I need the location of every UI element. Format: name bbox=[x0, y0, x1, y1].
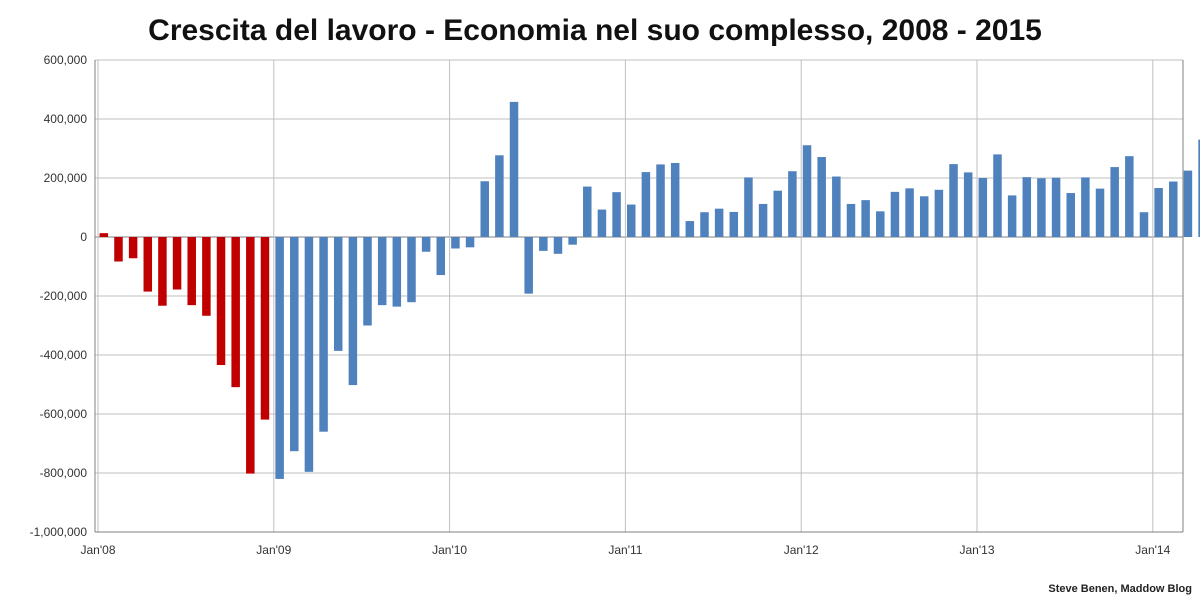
y-tick-label: -1,000,000 bbox=[30, 525, 88, 539]
bar bbox=[978, 178, 988, 237]
y-tick-label: -400,000 bbox=[40, 348, 88, 362]
bar bbox=[729, 211, 739, 237]
bar bbox=[216, 237, 226, 366]
bar bbox=[934, 189, 944, 237]
bar bbox=[817, 157, 826, 237]
bar bbox=[788, 171, 797, 237]
bar bbox=[524, 237, 533, 294]
bar bbox=[392, 237, 402, 307]
bar bbox=[773, 190, 782, 237]
y-axis-tick-labels: 600,000 400,000 200,000 0 -200,000 -400,000 -6… bbox=[30, 53, 88, 539]
bar bbox=[1022, 177, 1032, 237]
y-tick-label: -600,000 bbox=[40, 407, 88, 421]
bars bbox=[99, 101, 1200, 479]
bar bbox=[480, 181, 489, 237]
bar bbox=[1066, 193, 1075, 237]
bar bbox=[348, 237, 358, 386]
bar bbox=[597, 209, 607, 237]
bar bbox=[509, 101, 519, 237]
bar bbox=[846, 203, 856, 237]
bar bbox=[1110, 167, 1119, 237]
bar bbox=[993, 154, 1002, 237]
y-tick-label: 400,000 bbox=[44, 112, 88, 126]
bar bbox=[905, 188, 914, 237]
bar bbox=[290, 237, 299, 452]
bar bbox=[919, 196, 929, 237]
bar bbox=[963, 172, 973, 237]
credit-text: Steve Benen, Maddow Blog bbox=[1048, 583, 1192, 595]
bar bbox=[1051, 177, 1061, 237]
bar bbox=[612, 192, 621, 237]
x-tick-label: Jan'13 bbox=[960, 543, 995, 557]
bar bbox=[143, 237, 153, 292]
bar bbox=[304, 237, 314, 472]
bar bbox=[758, 203, 768, 237]
bar bbox=[744, 177, 753, 237]
bar bbox=[1081, 177, 1090, 237]
bar bbox=[656, 164, 665, 237]
axes bbox=[94, 60, 1184, 533]
y-tick-label: -800,000 bbox=[40, 466, 88, 480]
bar bbox=[187, 237, 196, 306]
bar bbox=[436, 237, 446, 276]
y-tick-label: -200,000 bbox=[40, 289, 88, 303]
bar bbox=[407, 237, 416, 303]
bar bbox=[172, 237, 182, 290]
bar bbox=[363, 237, 372, 326]
x-tick-label: Jan'10 bbox=[432, 543, 467, 557]
bar bbox=[553, 237, 563, 254]
bar bbox=[246, 237, 255, 474]
bar bbox=[1183, 170, 1193, 238]
bar bbox=[377, 237, 387, 306]
bar bbox=[802, 145, 812, 237]
bar bbox=[861, 200, 870, 238]
bar bbox=[128, 237, 138, 259]
bar bbox=[568, 237, 577, 245]
bar bbox=[1139, 212, 1149, 237]
bar bbox=[495, 155, 504, 237]
bar bbox=[539, 237, 548, 251]
bar bbox=[319, 237, 328, 432]
bar bbox=[99, 233, 109, 237]
bar bbox=[700, 212, 709, 237]
bar bbox=[890, 191, 900, 237]
bar bbox=[685, 221, 695, 237]
x-tick-label: Jan'08 bbox=[81, 543, 116, 557]
bar bbox=[583, 186, 592, 237]
bar bbox=[275, 237, 284, 479]
x-tick-label: Jan'09 bbox=[256, 543, 291, 557]
bar bbox=[451, 237, 460, 249]
bar bbox=[260, 237, 270, 420]
x-tick-label: Jan'12 bbox=[784, 543, 819, 557]
bar bbox=[949, 164, 958, 237]
x-tick-label: Jan'14 bbox=[1135, 543, 1170, 557]
chart-title: Crescita del lavoro - Economia nel suo c… bbox=[148, 14, 1042, 47]
bar bbox=[1007, 195, 1017, 237]
bar bbox=[1037, 178, 1046, 237]
bar bbox=[832, 176, 841, 237]
x-axis-tick-labels: Jan'08 Jan'09 Jan'10 Jan'11 Jan'12 Jan'13 Jan'… bbox=[81, 543, 1171, 557]
y-tick-label: 600,000 bbox=[44, 53, 88, 67]
bar bbox=[202, 237, 211, 316]
bar bbox=[641, 172, 651, 237]
y-tick-label: 0 bbox=[80, 230, 87, 244]
bar bbox=[1198, 139, 1200, 237]
bar bbox=[158, 237, 167, 306]
bar bbox=[670, 162, 680, 237]
bar bbox=[421, 237, 431, 252]
x-tick-label: Jan'11 bbox=[608, 543, 642, 557]
bar bbox=[333, 237, 343, 351]
bar bbox=[1169, 181, 1178, 237]
bar bbox=[465, 237, 475, 248]
bar bbox=[626, 204, 636, 237]
bar bbox=[1095, 188, 1105, 237]
bar bbox=[876, 211, 885, 237]
bar bbox=[231, 237, 240, 388]
bar bbox=[1125, 156, 1134, 237]
bar bbox=[1154, 188, 1163, 237]
bar bbox=[714, 208, 724, 237]
bar bbox=[114, 237, 123, 262]
y-tick-label: 200,000 bbox=[44, 171, 88, 185]
